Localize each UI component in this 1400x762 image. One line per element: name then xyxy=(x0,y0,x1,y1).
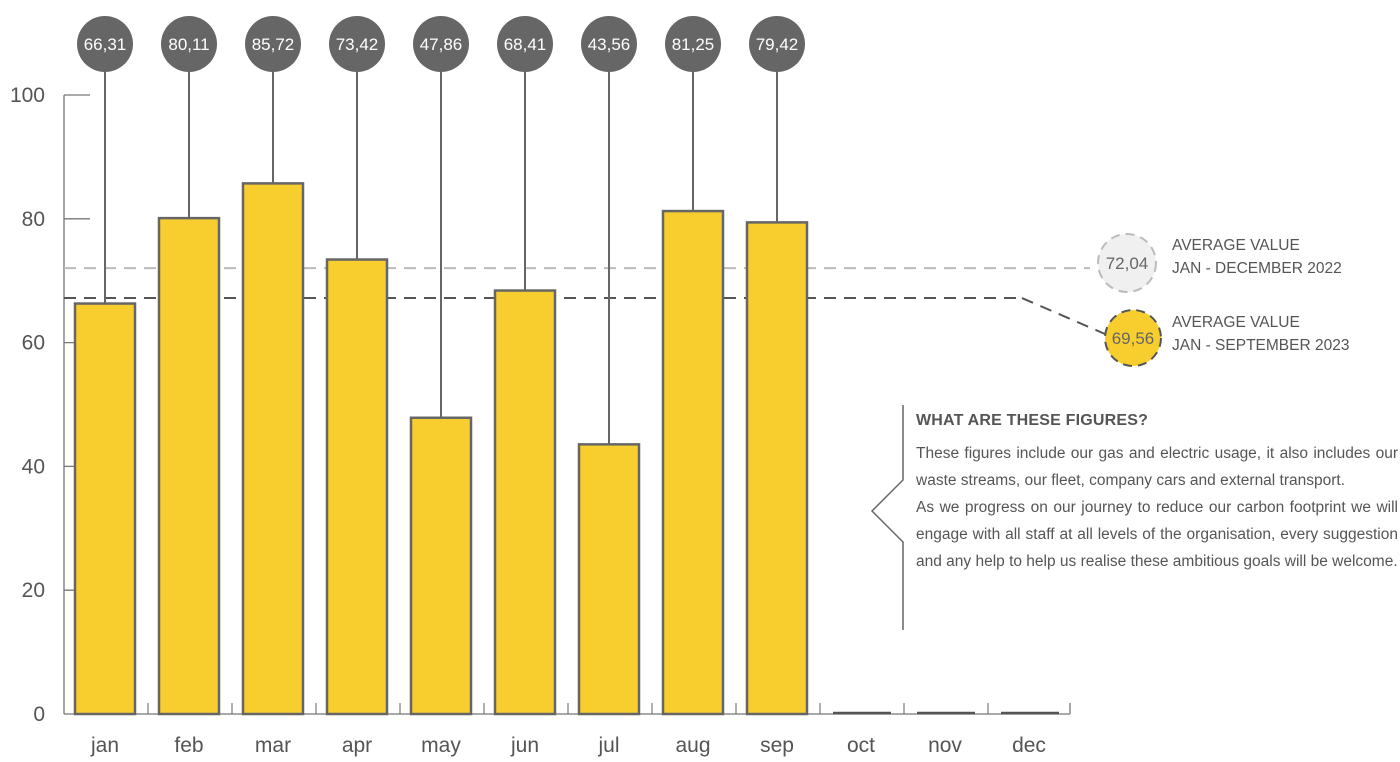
value-bubble-sep xyxy=(749,16,805,72)
average-label-line1: AVERAGE VALUE xyxy=(1172,237,1300,254)
bar-sep xyxy=(745,221,809,716)
x-tick-label-jan: jan xyxy=(90,734,119,757)
value-label-feb: 80,11 xyxy=(168,35,209,54)
value-bubble-jul xyxy=(581,16,637,72)
note-paragraph-1: These figures include our gas and electr… xyxy=(916,445,1398,489)
average-value-label: 72,04 xyxy=(1106,254,1149,273)
axes: 0 20 40 60 80 100 xyxy=(10,84,1071,726)
value-bubble-may xyxy=(413,16,469,72)
y-tick-label: 20 xyxy=(22,579,45,602)
bar-mar xyxy=(241,182,305,716)
bar-jun xyxy=(493,289,557,716)
x-tick-label-nov: nov xyxy=(928,734,962,757)
value-label-mar: 85,72 xyxy=(252,35,295,54)
value-bubble-feb xyxy=(161,16,217,72)
value-bubble-aug xyxy=(665,16,721,72)
bar-aug xyxy=(661,209,725,716)
value-label-sep: 79,42 xyxy=(756,35,799,54)
average-lines: 72,04 AVERAGE VALUE JAN - DECEMBER 2022 69,… xyxy=(64,233,1349,367)
x-tick-label-jun: jun xyxy=(510,734,539,757)
x-tick-label-may: may xyxy=(421,734,461,757)
bars xyxy=(73,182,1059,716)
note-paragraph-2: As we progress on our journey to reduce … xyxy=(916,499,1398,570)
y-tick-label: 0 xyxy=(33,703,45,726)
value-label-aug: 81,25 xyxy=(672,35,715,54)
bar-jul xyxy=(577,443,641,716)
x-tick-label-apr: apr xyxy=(342,734,372,757)
y-tick-label: 100 xyxy=(10,84,45,107)
bar-apr xyxy=(325,258,389,716)
note-brace xyxy=(870,405,904,630)
average-label-line2: JAN - DECEMBER 2022 xyxy=(1172,260,1342,277)
average-label-line2: JAN - SEPTEMBER 2023 xyxy=(1172,337,1349,354)
note-box: WHAT ARE THESE FIGURES? These figures in… xyxy=(916,412,1398,575)
value-bubble-apr xyxy=(329,16,385,72)
value-bubble-mar xyxy=(245,16,301,72)
month-labels: jan feb mar apr may jun jul aug sep oct nov dec xyxy=(90,734,1046,757)
bar-feb xyxy=(157,216,221,716)
value-label-apr: 73,42 xyxy=(336,35,379,54)
note-title: WHAT ARE THESE FIGURES? xyxy=(916,412,1149,429)
x-tick-label-dec: dec xyxy=(1012,734,1046,757)
brace-shape xyxy=(870,405,904,630)
value-label-may: 47,86 xyxy=(420,35,463,54)
bar-may xyxy=(409,416,473,716)
value-bubble-jan xyxy=(77,16,133,72)
x-tick-label-jul: jul xyxy=(597,734,619,757)
value-bubble-jun xyxy=(497,16,553,72)
average-value-label: 69,56 xyxy=(1112,329,1155,348)
x-tick-label-oct: oct xyxy=(847,734,875,757)
value-label-jan: 66,31 xyxy=(84,35,127,54)
average-connector xyxy=(1021,297,1106,335)
value-label-jul: 43,56 xyxy=(588,35,631,54)
value-label-jun: 68,41 xyxy=(504,35,547,54)
value-bubbles: 66,31 80,11 85,72 73,42 47,86 68,41 43,56 81,25… xyxy=(77,16,805,445)
x-tick-label-feb: feb xyxy=(174,734,203,757)
x-tick-label-mar: mar xyxy=(255,734,291,757)
average-bubble xyxy=(1097,233,1157,293)
x-tick-label-sep: sep xyxy=(760,734,794,757)
average-bubble xyxy=(1104,309,1162,367)
x-tick-label-aug: aug xyxy=(675,734,710,757)
average-label-line1: AVERAGE VALUE xyxy=(1172,314,1300,331)
y-tick-label: 40 xyxy=(22,455,45,478)
y-tick-label: 60 xyxy=(22,332,45,355)
y-tick-label: 80 xyxy=(22,208,45,231)
bar-jan xyxy=(73,302,137,716)
